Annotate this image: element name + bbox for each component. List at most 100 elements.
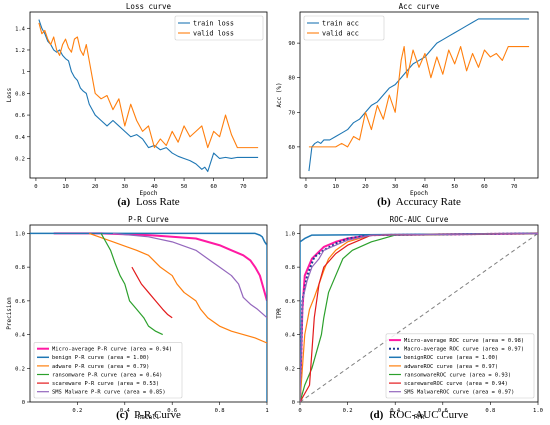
x-tick-label: 0 [304, 184, 307, 190]
legend: train loss valid loss [174, 15, 264, 41]
y-tick-label: 0.2 [15, 156, 25, 162]
chart-title: ROC-AUC Curve [390, 215, 449, 224]
legend: train acc valid acc [303, 15, 385, 41]
y-axis-label: Precision [6, 297, 13, 330]
x-tick-label: 30 [121, 184, 128, 190]
y-tick-label: 0.6 [15, 299, 25, 305]
legend-label: adware P-R curve (area = 0.79) [52, 364, 149, 370]
y-tick-label: 0 [22, 400, 25, 406]
legend-label: Micro-average ROC curve (area = 0.98) [404, 338, 524, 344]
series-line [308, 46, 530, 148]
x-tick-label: 0.4 [390, 408, 401, 414]
x-tick-label: 0.2 [343, 408, 353, 414]
y-tick-label: 0.4 [285, 333, 296, 339]
plot-frame [29, 11, 268, 179]
x-tick-label: 0.8 [485, 408, 495, 414]
caption-label: (d) [370, 409, 384, 421]
x-axis-label: Epoch [139, 190, 157, 197]
y-tick-label: 0.2 [285, 366, 295, 372]
x-tick-label: 10 [62, 184, 69, 190]
legend-label: ransomwareROC curve (area = 0.93) [404, 372, 511, 378]
series-line [89, 232, 267, 344]
legend-label: SMS MalwareROC curve (area = 0.97) [404, 390, 514, 396]
y-tick-label: 1.0 [15, 231, 25, 237]
series-line [38, 19, 259, 173]
caption-label: (a) [117, 196, 130, 208]
panel-caption: (d) ROC-AUC Curve [370, 409, 468, 421]
chart-title: Acc curve [399, 2, 440, 11]
x-tick-label: 0.6 [438, 408, 448, 414]
legend-label: scareware P-R curve (area = 0.53) [52, 381, 159, 387]
legend-label: benign P-R curve (area = 1.00) [52, 355, 149, 361]
series-line [38, 22, 259, 149]
x-tick-label: 10 [332, 184, 339, 190]
y-tick-label: 80 [288, 76, 295, 82]
legend-label: scarewareROC curve (area = 0.94) [404, 381, 508, 387]
panel-caption: (b) Accuracy Rate [377, 196, 461, 208]
series-line [300, 232, 538, 402]
y-tick-label: 60 [288, 145, 295, 151]
x-tick-label: 1.0 [533, 408, 543, 414]
plot-frame [299, 11, 539, 179]
caption-text: Loss Rate [136, 196, 180, 208]
series-line [112, 232, 267, 319]
series-line [100, 233, 163, 336]
legend-label: ransomware P-R curve (area = 0.64) [52, 372, 162, 378]
y-tick-label: 0.6 [15, 113, 25, 119]
x-tick-label: 0.2 [72, 408, 82, 414]
x-tick-label: 70 [240, 184, 247, 190]
chart-title: P-R Curve [128, 215, 169, 224]
caption-text: P-R Curve [134, 409, 181, 421]
x-tick-label: 40 [151, 184, 158, 190]
legend-box [174, 15, 264, 41]
y-tick-label: 0.4 [15, 135, 26, 141]
legend-label: Micro-average P-R curve (area = 0.94) [52, 347, 172, 353]
series-line [131, 266, 173, 319]
series-line [300, 232, 538, 402]
legend-label: train acc [322, 19, 359, 27]
y-tick-label: 90 [288, 41, 295, 47]
panel-pr-curve: P-R Curve Recall Precision (c) P-R Curve… [6, 215, 269, 421]
x-axis-label: Recall [138, 414, 160, 421]
x-tick-label: 0.4 [120, 408, 131, 414]
legend-label: SMS Malware P-R curve (area = 0.85) [52, 390, 166, 396]
y-tick-label: 0.8 [15, 91, 25, 97]
x-tick-label: 60 [481, 184, 488, 190]
y-tick-label: 0.6 [285, 299, 295, 305]
x-tick-label: 20 [92, 184, 99, 190]
x-tick-label: 30 [392, 184, 399, 190]
x-tick-label: 0.6 [167, 408, 177, 414]
y-tick-label: 70 [288, 110, 295, 116]
panel-caption: (a) Loss Rate [117, 196, 179, 208]
caption-label: (b) [377, 196, 391, 208]
legend: Micro-average P-R curve (area = 0.94) ben… [33, 342, 183, 399]
legend-box [303, 15, 385, 41]
y-tick-label: 0.8 [285, 265, 295, 271]
panel-acc-curve: Acc curve Epoch Acc (%) (b) Accuracy Rat… [276, 2, 539, 208]
y-tick-label: 1.2 [15, 48, 25, 54]
y-tick-label: 0.4 [15, 333, 26, 339]
series-line [300, 232, 538, 402]
legend-label: valid loss [193, 29, 234, 37]
legend: Micro-average ROC curve (area = 0.98) Mac… [385, 333, 535, 399]
y-axis-label: Acc (%) [276, 82, 283, 107]
panel-loss-curve: Loss curve Epoch Loss (a) Loss Rate 0 10 2… [6, 2, 268, 208]
x-axis-label: FPR [414, 414, 425, 421]
x-tick-label: 20 [362, 184, 369, 190]
y-tick-label: 1.0 [285, 231, 295, 237]
y-axis-label: TPR [276, 308, 283, 319]
legend-label: train loss [193, 19, 234, 27]
series-line [53, 232, 267, 302]
x-tick-label: 0.8 [215, 408, 225, 414]
series-line [308, 18, 530, 172]
caption-text: ROC-AUC Curve [389, 409, 468, 421]
y-tick-label: 0.2 [15, 366, 25, 372]
y-tick-label: 1.4 [15, 26, 26, 32]
x-tick-label: 60 [210, 184, 217, 190]
legend-box [33, 342, 183, 399]
legend-label: benignROC curve (area = 1.00) [404, 355, 498, 361]
chart-title: Loss curve [126, 2, 172, 11]
series-line [300, 232, 538, 402]
x-axis-label: Epoch [410, 190, 428, 197]
